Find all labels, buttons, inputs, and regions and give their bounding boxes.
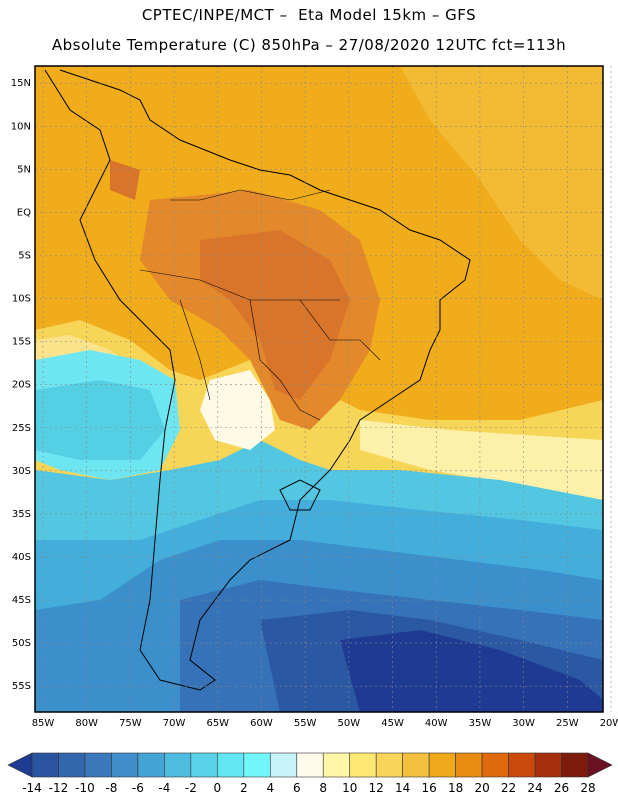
longitude-label: 60W: [250, 718, 273, 729]
colorbar-value-label: -10: [75, 781, 95, 795]
latitude-labels: 15N 10N 5N EQ 5S 10S 15S 20S 25S 30S 35S 40S 45S 50S 5…: [11, 78, 31, 692]
colorbar-value-label: -12: [49, 781, 69, 795]
latitude-label: 10S: [12, 294, 31, 305]
latitude-label: 5S: [18, 250, 31, 261]
longitude-label: 75W: [119, 718, 142, 729]
colorbar-swatch: [534, 752, 562, 778]
latitude-label: EQ: [17, 207, 31, 218]
temperature-field: [35, 66, 603, 712]
colorbar-value-label: 16: [422, 781, 437, 795]
longitude-label: 25W: [556, 718, 579, 729]
map-title-line-1: CPTEC/INPE/MCT – Eta Model 15km – GFS: [141, 6, 477, 24]
longitude-label: 70W: [163, 718, 186, 729]
latitude-label: 50S: [12, 638, 31, 649]
colorbar-value-label: 26: [554, 781, 569, 795]
colorbar-swatch: [58, 752, 86, 778]
colorbar: [7, 752, 613, 778]
colorbar-value-label: 28: [580, 781, 595, 795]
latitude-label: 25S: [12, 423, 31, 434]
map-frame: [34, 65, 604, 713]
colorbar-value-label: -6: [132, 781, 144, 795]
colorbar-value-label: 24: [527, 781, 542, 795]
colorbar-swatch: [481, 752, 509, 778]
longitude-label: 80W: [75, 718, 98, 729]
colorbar-value-label: 14: [395, 781, 410, 795]
latitude-label: 5N: [17, 164, 31, 175]
colorbar-swatch: [190, 752, 218, 778]
colorbar-swatch: [31, 752, 59, 778]
colorbar-swatch: [349, 752, 377, 778]
colorbar-value-label: 6: [293, 781, 301, 795]
colorbar-value-label: 2: [240, 781, 248, 795]
coastlines: [44, 69, 471, 691]
colorbar-value-label: 12: [369, 781, 384, 795]
colorbar-swatch: [375, 752, 403, 778]
colorbar-max-arrow: [587, 752, 613, 778]
colorbar-value-label: 10: [342, 781, 357, 795]
colorbar-value-label: 20: [474, 781, 489, 795]
longitude-label: 50W: [338, 718, 361, 729]
latitude-label: 40S: [12, 552, 31, 563]
latitude-label: 10N: [11, 121, 31, 132]
latitude-label: 45S: [12, 595, 31, 606]
longitude-label: 55W: [294, 718, 317, 729]
latitude-label: 30S: [12, 466, 31, 477]
colorbar-value-label: 18: [448, 781, 463, 795]
latitude-label: 35S: [12, 509, 31, 520]
colorbar-labels: -14 -12 -10 -8 -6 -4 -2 0 2 4 6 8 10 12 14 16 18 20 22 24 26…: [22, 781, 595, 795]
colorbar-swatch: [561, 752, 589, 778]
latitude-label: 20S: [12, 380, 31, 391]
longitude-label: 30W: [512, 718, 535, 729]
longitude-label: 65W: [206, 718, 229, 729]
longitude-label: 40W: [425, 718, 448, 729]
colorbar-swatch: [269, 752, 298, 778]
colorbar-swatch: [428, 752, 456, 778]
colorbar-swatch: [508, 752, 536, 778]
colorbar-value-label: 4: [266, 781, 274, 795]
colorbar-swatch: [243, 752, 271, 778]
longitude-labels: 85W 80W 75W 70W 65W 60W 55W 50W 45W 40W 35W 30W 25W 2…: [32, 718, 618, 729]
longitude-label: 85W: [32, 718, 55, 729]
colorbar-min-arrow: [7, 752, 33, 778]
colorbar-swatch: [164, 752, 192, 778]
colorbar-value-label: -14: [22, 781, 42, 795]
colorbar-swatch: [455, 752, 483, 778]
latitude-label: 55S: [12, 681, 31, 692]
longitude-label: 20W: [600, 718, 618, 729]
colorbar-value-label: -8: [105, 781, 117, 795]
colorbar-value-label: 0: [214, 781, 222, 795]
colorbar-swatch: [137, 752, 165, 778]
colorbar-swatch: [111, 752, 139, 778]
colorbar-swatch: [296, 752, 324, 778]
colorbar-swatch: [322, 752, 351, 778]
latitude-label: 15N: [11, 78, 31, 89]
longitude-label: 45W: [381, 718, 404, 729]
colorbar-value-label: 8: [319, 781, 327, 795]
colorbar-value-label: -4: [158, 781, 170, 795]
colorbar-swatch: [402, 752, 430, 778]
political-borders: [139, 189, 381, 421]
latitude-label: 15S: [12, 337, 31, 348]
colorbar-value-label: -2: [185, 781, 197, 795]
colorbar-swatch: [84, 752, 112, 778]
longitude-label: 35W: [469, 718, 492, 729]
colorbar-value-label: 22: [501, 781, 516, 795]
map-title-line-2: Absolute Temperature (C) 850hPa – 27/08/…: [51, 36, 567, 54]
colorbar-swatch: [217, 752, 245, 778]
